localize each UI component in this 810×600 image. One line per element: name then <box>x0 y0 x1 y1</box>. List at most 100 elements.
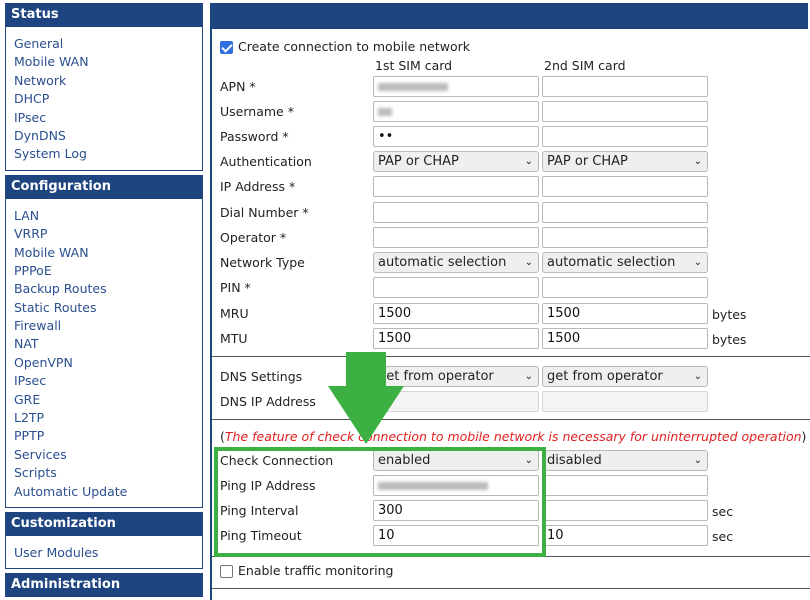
ping-ip-2-input[interactable] <box>542 475 708 496</box>
dns-settings-2-select[interactable]: get from operator ⌄ <box>542 366 708 387</box>
ping-timeout-1-input[interactable]: 10 <box>373 525 539 546</box>
check-connection-2-select[interactable]: disabled ⌄ <box>542 450 708 471</box>
sidebar-item-pptp[interactable]: PPTP <box>14 428 45 444</box>
sidebar-item-backup-routes[interactable]: Backup Routes <box>14 281 107 297</box>
divider <box>212 356 810 357</box>
ping-ip-1-input[interactable] <box>373 475 539 496</box>
username-1-input[interactable] <box>373 101 539 122</box>
sidebar-item-gre[interactable]: GRE <box>14 391 41 407</box>
operator-2-input[interactable] <box>542 227 708 248</box>
sidebar-section-configuration: Configuration <box>5 174 203 199</box>
dns-settings-1-select[interactable]: get from operator ⌄ <box>373 366 539 387</box>
sidebar-item-l2tp[interactable]: L2TP <box>14 410 45 426</box>
col2-header: 2nd SIM card <box>544 58 626 73</box>
ping-interval-unit: sec <box>712 504 734 519</box>
sidebar-item-pppoe[interactable]: PPPoE <box>14 262 52 278</box>
dial-number-label: Dial Number * <box>220 205 309 220</box>
password-label: Password * <box>220 129 289 144</box>
ip-address-1-input[interactable] <box>373 176 539 197</box>
operator-1-input[interactable] <box>373 227 539 248</box>
chevron-down-icon: ⌄ <box>693 455 702 466</box>
sidebar-item-ipsec[interactable]: IPsec <box>14 373 47 389</box>
dns-ip-label: DNS IP Address <box>220 394 316 409</box>
ping-timeout-2-input[interactable]: 10 <box>542 525 708 546</box>
sidebar-item-mobile-wan[interactable]: Mobile WAN <box>14 244 89 260</box>
sidebar-item-mobile-wan[interactable]: Mobile WAN <box>14 54 89 70</box>
authentication-1-select[interactable]: PAP or CHAP ⌄ <box>373 151 539 172</box>
ping-interval-2-input[interactable] <box>542 500 708 521</box>
dial-number-1-input[interactable] <box>373 202 539 223</box>
sidebar-item-scripts[interactable]: Scripts <box>14 465 57 481</box>
ip-address-label: IP Address * <box>220 179 296 194</box>
dns-settings-label: DNS Settings <box>220 369 303 384</box>
redacted-value <box>378 82 448 91</box>
mru-label: MRU <box>220 306 249 321</box>
divider <box>212 419 810 420</box>
chevron-down-icon: ⌄ <box>693 371 702 382</box>
select-value: PAP or CHAP <box>378 154 459 169</box>
ip-address-2-input[interactable] <box>542 176 708 197</box>
sidebar-item-system-log[interactable]: System Log <box>14 146 87 162</box>
sidebar-section-body: LAN VRRP Mobile WAN PPPoE Backup Routes Stati… <box>5 198 203 508</box>
ping-interval-label: Ping Interval <box>220 503 299 518</box>
divider <box>212 588 810 589</box>
select-value: automatic selection <box>547 255 676 270</box>
password-1-input[interactable]: •• <box>373 126 539 147</box>
sidebar-item-user-modules[interactable]: User Modules <box>14 544 99 560</box>
sidebar-item-automatic-update[interactable]: Automatic Update <box>14 483 128 499</box>
apn-2-input[interactable] <box>542 76 708 97</box>
sidebar-item-dhcp[interactable]: DHCP <box>14 91 50 107</box>
password-2-input[interactable] <box>542 126 708 147</box>
mtu-2-input[interactable]: 1500 <box>542 328 708 349</box>
arrow-down-icon <box>328 352 404 444</box>
select-value: get from operator <box>378 369 494 384</box>
sidebar-section-customization: Customization <box>5 511 203 536</box>
mtu-1-input[interactable]: 1500 <box>373 328 539 349</box>
col1-header: 1st SIM card <box>375 58 453 73</box>
sidebar-item-lan[interactable]: LAN <box>14 207 40 223</box>
network-type-label: Network Type <box>220 255 305 270</box>
pin-1-input[interactable] <box>373 277 539 298</box>
create-connection-label: Create connection to mobile network <box>238 39 471 54</box>
apn-1-input[interactable] <box>373 76 539 97</box>
sidebar-item-services[interactable]: Services <box>14 446 67 462</box>
traffic-monitoring-row: Enable traffic monitoring <box>220 560 393 582</box>
chevron-down-icon: ⌄ <box>524 156 533 167</box>
mru-unit: bytes <box>712 307 747 322</box>
ping-timeout-label: Ping Timeout <box>220 528 302 543</box>
authentication-label: Authentication <box>220 154 312 169</box>
redacted-value <box>378 107 392 116</box>
pin-label: PIN * <box>220 280 251 295</box>
mru-2-input[interactable]: 1500 <box>542 303 708 324</box>
ping-interval-1-input[interactable]: 300 <box>373 500 539 521</box>
sidebar-item-ipsec[interactable]: IPsec <box>14 109 47 125</box>
authentication-2-select[interactable]: PAP or CHAP ⌄ <box>542 151 708 172</box>
check-connection-label: Check Connection <box>220 453 334 468</box>
select-value: enabled <box>378 453 431 468</box>
sidebar-section-body: User Modules <box>5 535 203 570</box>
chevron-down-icon: ⌄ <box>524 257 533 268</box>
ping-ip-label: Ping IP Address <box>220 478 316 493</box>
sidebar-section-administration: Administration <box>5 573 203 598</box>
traffic-monitoring-checkbox[interactable] <box>220 565 233 578</box>
sidebar-item-openvpn[interactable]: OpenVPN <box>14 354 73 370</box>
dns-ip-2-input[interactable] <box>542 391 708 412</box>
sidebar-item-general[interactable]: General <box>14 36 64 51</box>
redacted-value <box>378 481 488 490</box>
dial-number-2-input[interactable] <box>542 202 708 223</box>
network-type-1-select[interactable]: automatic selection ⌄ <box>373 252 539 273</box>
sidebar-item-vrrp[interactable]: VRRP <box>14 226 48 242</box>
select-value: disabled <box>547 453 602 468</box>
create-connection-checkbox[interactable] <box>220 41 233 54</box>
select-value: get from operator <box>547 369 663 384</box>
sidebar-item-nat[interactable]: NAT <box>14 336 39 352</box>
select-value: PAP or CHAP <box>547 154 628 169</box>
sidebar-item-dyndns[interactable]: DynDNS <box>14 127 66 143</box>
network-type-2-select[interactable]: automatic selection ⌄ <box>542 252 708 273</box>
sidebar-item-firewall[interactable]: Firewall <box>14 318 62 334</box>
username-2-input[interactable] <box>542 101 708 122</box>
pin-2-input[interactable] <box>542 277 708 298</box>
sidebar-item-network[interactable]: Network <box>14 72 67 88</box>
mru-1-input[interactable]: 1500 <box>373 303 539 324</box>
sidebar-item-static-routes[interactable]: Static Routes <box>14 299 97 315</box>
